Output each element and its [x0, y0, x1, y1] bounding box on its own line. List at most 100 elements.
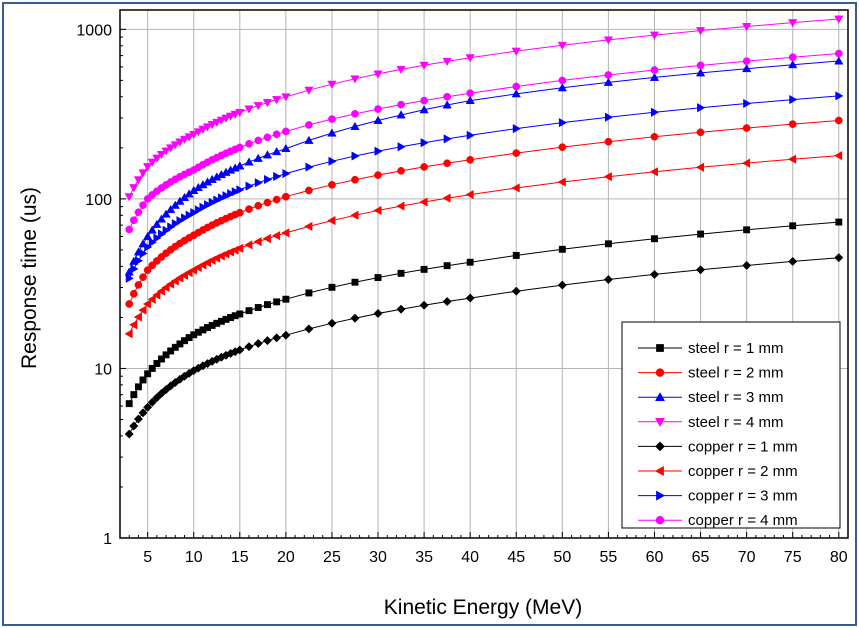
- data-point: [158, 229, 167, 239]
- data-point: [124, 193, 134, 202]
- data-point: [156, 214, 167, 223]
- data-point: [557, 41, 567, 50]
- data-point: [373, 308, 383, 319]
- data-point: [396, 65, 406, 75]
- data-point: [167, 222, 176, 232]
- data-point: [143, 266, 152, 274]
- data-point: [281, 93, 291, 102]
- data-point: [253, 102, 263, 111]
- data-point: [281, 143, 291, 153]
- data-point: [133, 176, 144, 185]
- data-point: [696, 265, 706, 275]
- series-layer: [124, 15, 844, 439]
- data-point: [327, 80, 337, 89]
- data-point: [557, 177, 566, 187]
- data-point: [235, 208, 244, 217]
- data-point: [158, 355, 165, 363]
- data-point: [217, 193, 227, 203]
- data-point: [130, 264, 139, 274]
- series-7: [125, 91, 844, 283]
- data-point: [695, 27, 706, 36]
- data-point: [152, 393, 162, 403]
- legend-marker: [656, 344, 664, 352]
- data-point: [742, 23, 752, 32]
- data-point: [282, 127, 290, 136]
- data-point: [281, 228, 290, 238]
- data-point: [328, 283, 336, 291]
- data-point: [396, 110, 406, 119]
- data-point: [139, 248, 148, 259]
- data-point: [282, 295, 290, 303]
- data-point: [125, 225, 134, 234]
- data-point: [193, 128, 203, 137]
- data-point: [419, 197, 428, 207]
- data-point: [134, 256, 144, 266]
- data-point: [262, 99, 273, 108]
- legend-entry: steel r = 4 mm: [638, 414, 783, 431]
- data-point: [245, 139, 253, 148]
- data-point: [604, 137, 613, 146]
- x-tick-label: 20: [277, 549, 295, 566]
- data-point: [396, 304, 406, 314]
- data-point: [245, 307, 253, 315]
- data-point: [558, 76, 567, 85]
- data-point: [148, 237, 157, 247]
- data-point: [304, 221, 313, 232]
- legend-marker: [655, 441, 665, 452]
- data-point: [373, 70, 383, 79]
- data-point: [328, 115, 336, 123]
- data-point: [350, 313, 360, 323]
- data-point: [374, 171, 382, 179]
- data-point: [558, 143, 567, 151]
- data-point: [420, 96, 428, 105]
- data-point: [189, 130, 199, 140]
- data-point: [696, 61, 705, 70]
- data-point: [697, 230, 705, 238]
- data-point: [185, 210, 194, 220]
- data-point: [420, 138, 429, 148]
- data-point: [222, 191, 231, 201]
- data-point: [198, 125, 208, 134]
- data-point: [419, 300, 429, 310]
- data-point: [245, 205, 253, 213]
- data-point: [124, 429, 134, 439]
- data-point: [190, 207, 199, 218]
- data-point: [162, 351, 170, 359]
- data-point: [650, 132, 659, 141]
- data-point: [443, 262, 451, 270]
- data-point: [273, 171, 282, 182]
- data-point: [152, 290, 161, 300]
- series-2: [125, 116, 843, 308]
- data-point: [244, 105, 254, 114]
- data-point: [235, 345, 245, 355]
- y-axis-title: Response time (us): [18, 187, 41, 369]
- y-tick-label: 10: [94, 361, 112, 378]
- data-point: [603, 274, 613, 285]
- data-point: [134, 281, 143, 289]
- data-point: [373, 205, 382, 216]
- data-point: [604, 112, 614, 122]
- data-point: [153, 360, 161, 367]
- data-point: [166, 144, 176, 153]
- x-axis-title: Kinetic Energy (MeV): [384, 596, 582, 619]
- data-point: [649, 31, 660, 40]
- data-point: [351, 151, 360, 161]
- data-point: [788, 60, 798, 69]
- data-point: [144, 242, 153, 252]
- data-point: [304, 135, 314, 144]
- legend-marker: [656, 490, 666, 501]
- data-point: [443, 92, 451, 101]
- data-point: [124, 329, 133, 339]
- data-point: [374, 105, 382, 113]
- x-tick-label: 60: [646, 549, 664, 566]
- legend-entry: copper r = 1 mm: [638, 438, 798, 455]
- data-point: [834, 150, 843, 161]
- data-point: [512, 149, 521, 157]
- x-tick-label: 15: [231, 549, 249, 566]
- data-point: [788, 154, 797, 164]
- data-point: [649, 167, 658, 177]
- data-point: [742, 260, 752, 271]
- legend-label: copper r = 2 mm: [688, 463, 798, 480]
- data-point: [273, 298, 281, 306]
